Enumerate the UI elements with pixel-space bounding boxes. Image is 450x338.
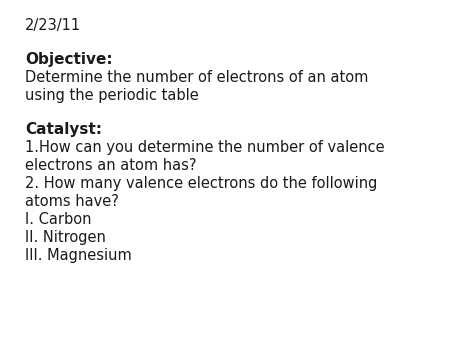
- Text: Determine the number of electrons of an atom: Determine the number of electrons of an …: [25, 70, 369, 85]
- Text: 2/23/11: 2/23/11: [25, 18, 81, 33]
- Text: 1.How can you determine the number of valence: 1.How can you determine the number of va…: [25, 140, 385, 155]
- Text: electrons an atom has?: electrons an atom has?: [25, 158, 197, 173]
- Text: III. Magnesium: III. Magnesium: [25, 248, 132, 263]
- Text: atoms have?: atoms have?: [25, 194, 119, 209]
- Text: 2. How many valence electrons do the following: 2. How many valence electrons do the fol…: [25, 176, 378, 191]
- Text: I. Carbon: I. Carbon: [25, 212, 91, 227]
- Text: Objective:: Objective:: [25, 52, 112, 67]
- Text: Catalyst:: Catalyst:: [25, 122, 102, 137]
- Text: II. Nitrogen: II. Nitrogen: [25, 230, 106, 245]
- Text: using the periodic table: using the periodic table: [25, 88, 199, 103]
